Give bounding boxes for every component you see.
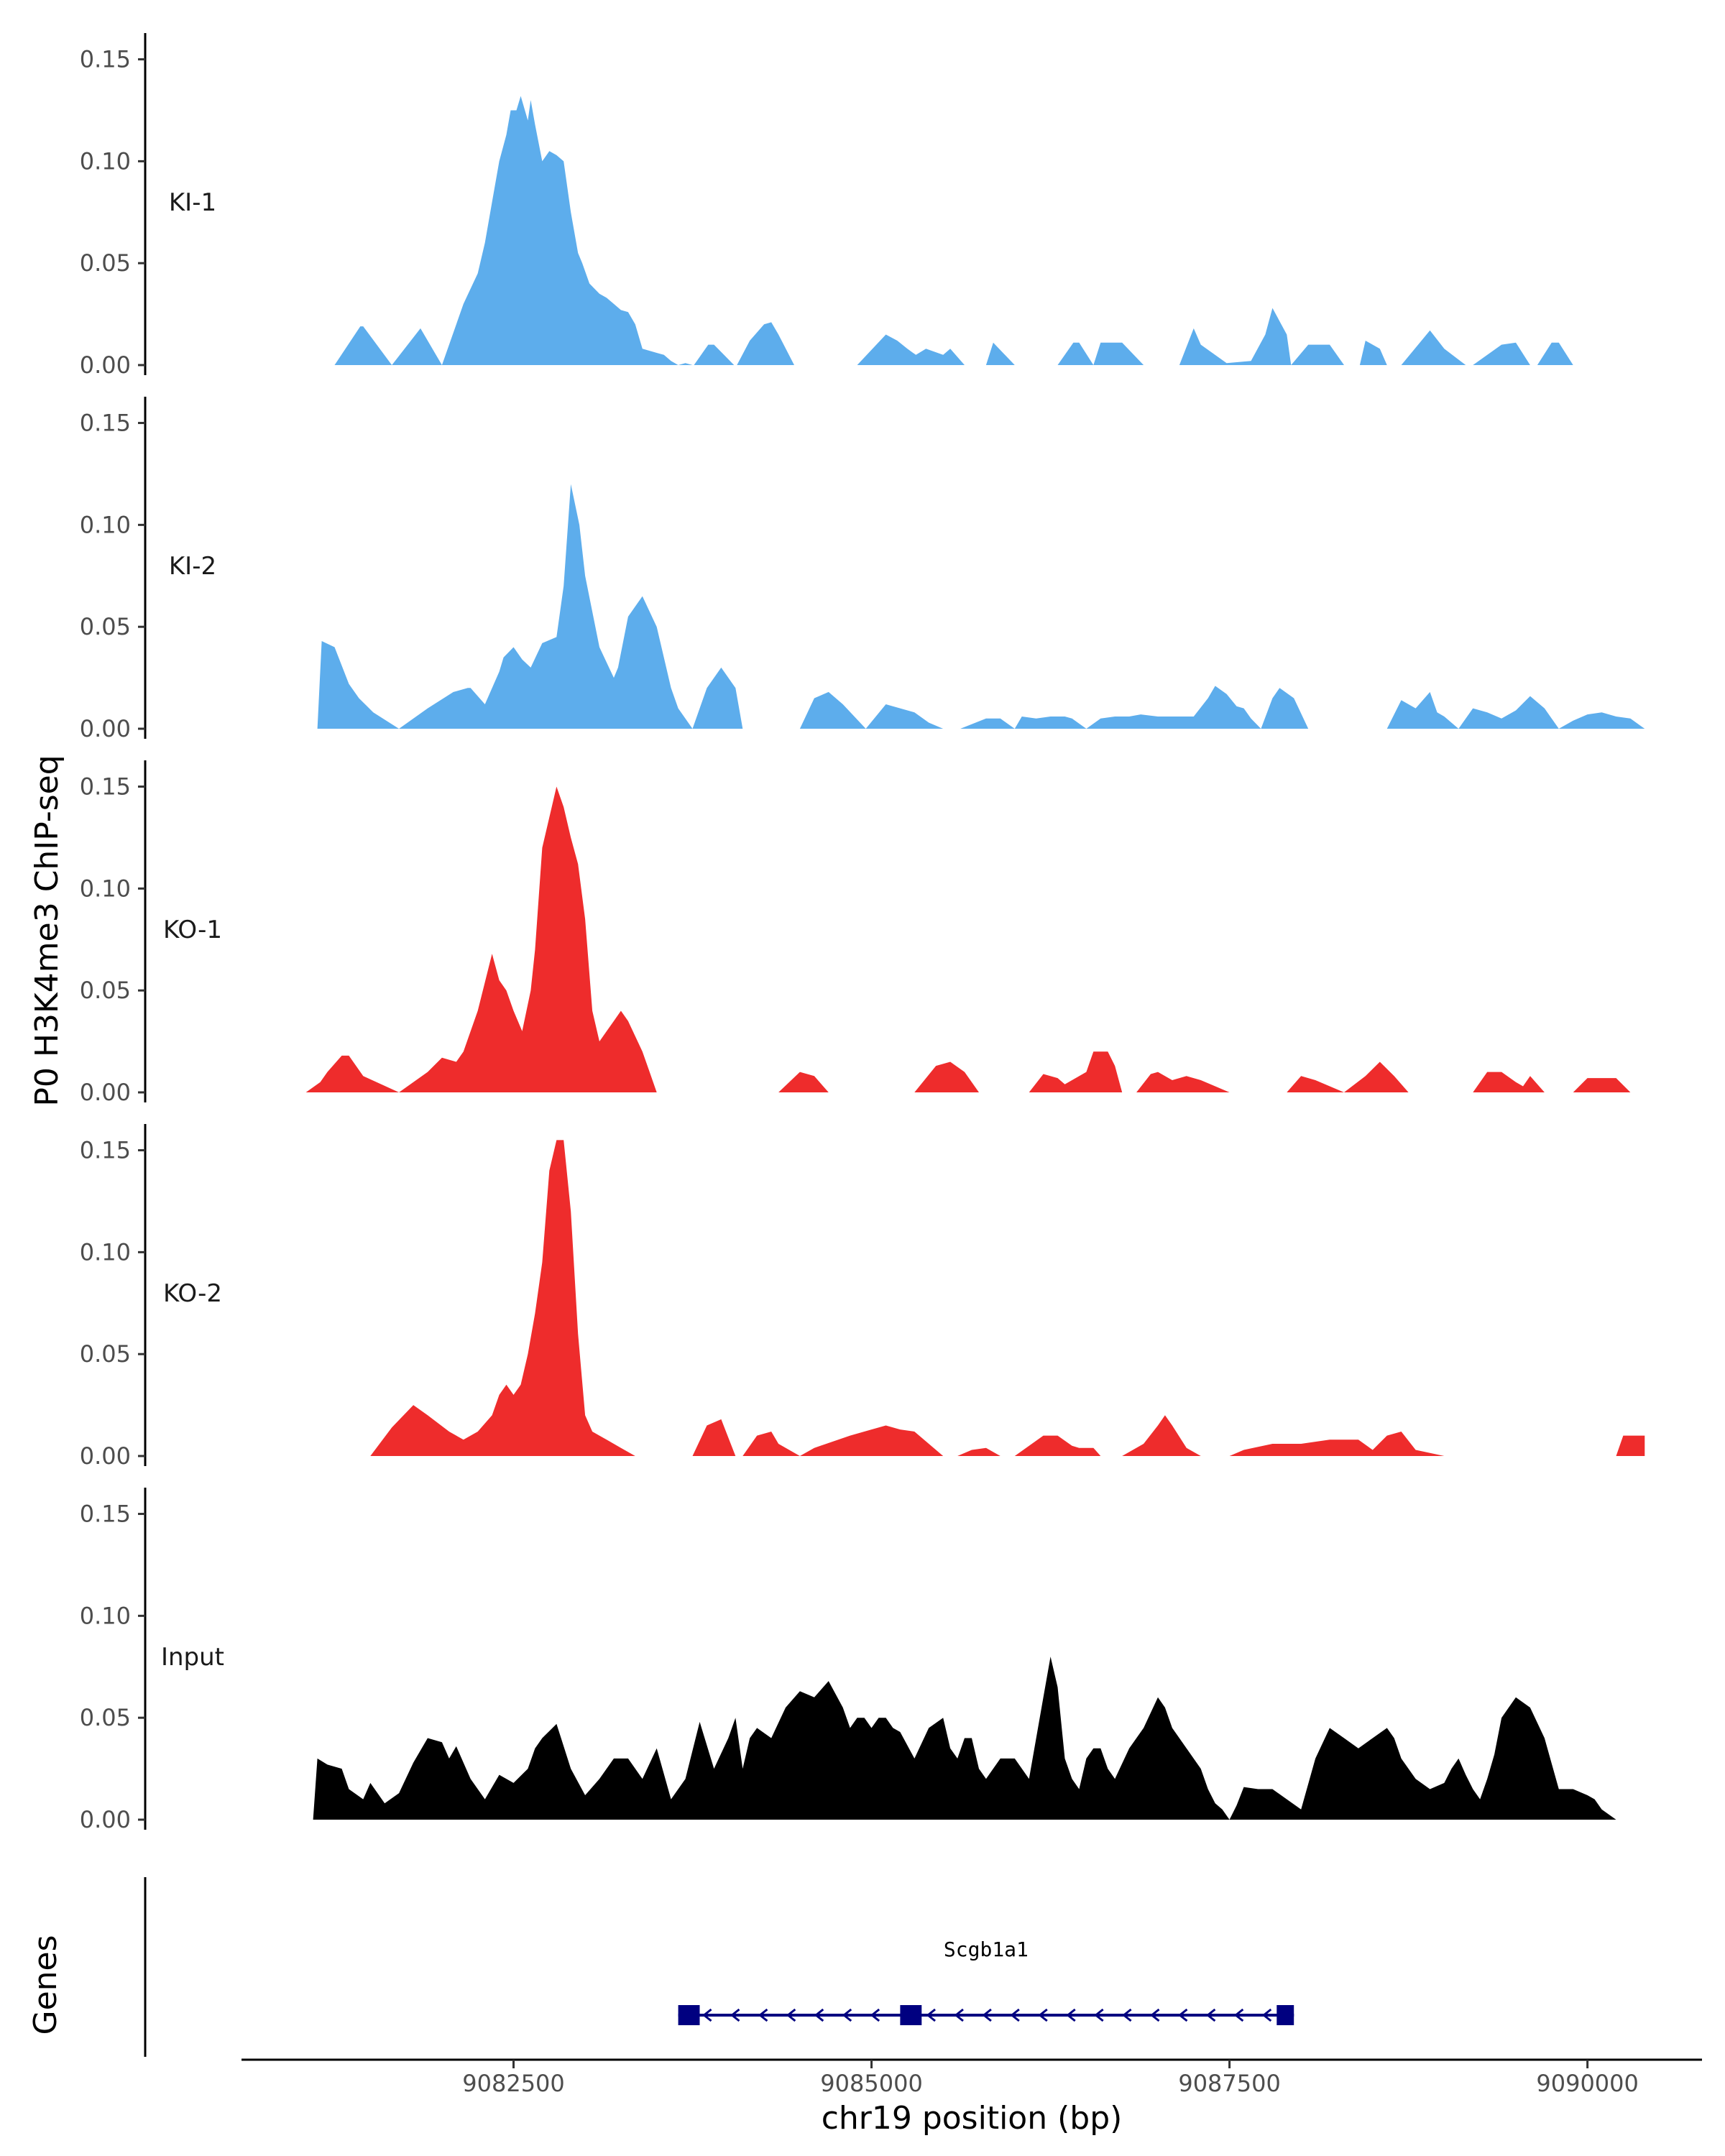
gene-model [678,2005,1294,2025]
strand-arrow [786,2008,796,2022]
coverage-panels: 0.00 0.05 0.10 0.15 KI-1 0.00 0.05 0.10 0.15 KI-2… [80,33,1652,1833]
y-tick-label: 0.05 [80,977,131,1004]
strand-arrow [1206,2008,1216,2022]
strand-arrow [1094,2008,1104,2022]
coverage-area-input [313,1657,1616,1820]
track-panel-ki-1: 0.00 0.05 0.10 0.15 KI-1 [80,33,1645,379]
x-tick-label: 9082500 [462,2070,565,2097]
gene-exon [900,2005,922,2025]
strand-arrow [870,2008,880,2022]
coverage-area-ki-1 [334,96,1645,365]
strand-arrow [954,2008,964,2022]
strand-arrow [1150,2008,1160,2022]
gene-exon [678,2005,700,2025]
strand-arrow [1233,2008,1244,2022]
strand-arrow [1066,2008,1076,2022]
y-tick-label: 0.10 [80,1602,131,1629]
strand-arrow [926,2008,936,2022]
track-label: KI-1 [169,188,216,217]
y-tick-label: 0.05 [80,1340,131,1368]
y-tick-label: 0.00 [80,351,131,379]
strand-arrow [814,2008,824,2022]
y-tick-label: 0.15 [80,410,131,437]
gene-exon [1276,2005,1294,2025]
strand-arrow [1122,2008,1132,2022]
track-label: KO-2 [163,1279,222,1308]
track-label: Input [161,1643,224,1672]
y-axis-title: P0 H3K4me3 ChIP-seq [29,755,65,1106]
strand-arrow [982,2008,992,2022]
coverage-area-ko-1 [305,786,1645,1092]
track-panel-input: 0.00 0.05 0.10 0.15 Input [80,1488,1616,1833]
y-tick-label: 0.00 [80,1442,131,1470]
y-tick-label: 0.10 [80,147,131,175]
y-tick-label: 0.05 [80,1704,131,1731]
x-tick-label: 9085000 [820,2070,923,2097]
y-tick-label: 0.00 [80,1079,131,1106]
gene-track-panel: Genes Scgb1a1 [27,1877,1294,2057]
coverage-area-ko-2 [370,1140,1645,1456]
track-panel-ki-2: 0.00 0.05 0.10 0.15 KI-2 [80,397,1652,742]
strand-arrow [842,2008,852,2022]
y-tick-label: 0.00 [80,1806,131,1833]
y-tick-label: 0.05 [80,613,131,640]
strand-arrow [1010,2008,1020,2022]
x-tick-label: 9087500 [1178,2070,1281,2097]
x-tick-label: 9090000 [1536,2070,1639,2097]
strand-arrow [758,2008,768,2022]
x-axis: chr19 position (bp) 9082500 9085000 908750… [242,2058,1702,2137]
strand-arrow [1261,2008,1272,2022]
strand-arrow [1038,2008,1048,2022]
y-tick-label: 0.15 [80,773,131,801]
track-panel-ko-1: 0.00 0.05 0.10 0.15 KO-1 [80,760,1645,1106]
track-label: KO-1 [163,916,222,944]
y-tick-label: 0.15 [80,1501,131,1528]
y-tick-label: 0.10 [80,1238,131,1266]
track-panel-ko-2: 0.00 0.05 0.10 0.15 KO-2 [80,1124,1645,1470]
y-tick-label: 0.15 [80,46,131,73]
strand-arrow [730,2008,740,2022]
y-tick-label: 0.10 [80,511,131,538]
y-tick-label: 0.10 [80,875,131,902]
y-tick-label: 0.15 [80,1137,131,1164]
strand-arrow [702,2008,712,2022]
gene-name-label: Scgb1a1 [944,1938,1029,1961]
strand-arrow [1178,2008,1188,2022]
x-axis-title: chr19 position (bp) [822,2100,1123,2137]
coverage-area-ki-2 [317,484,1652,729]
y-tick-label: 0.05 [80,249,131,277]
track-label: KI-2 [169,552,216,581]
gene-track-title: Genes [27,1935,64,2035]
y-tick-label: 0.00 [80,715,131,742]
